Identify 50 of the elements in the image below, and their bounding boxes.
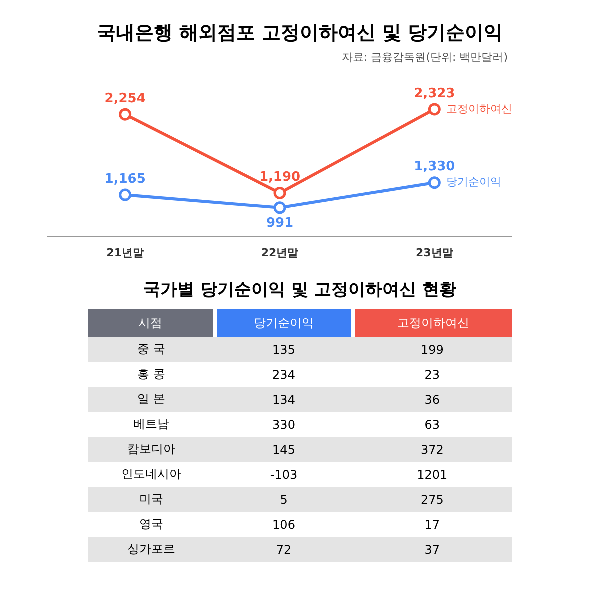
point [428,103,441,116]
data-label: 106 [215,512,353,537]
category-label: 홍 콩 [88,362,216,387]
series-label: 고정이하여신 [352,309,512,337]
data-label: 199 [352,337,512,362]
data-label: 234 [215,362,353,387]
data-label: 1,330 [414,160,456,175]
series-label: 당기순이익 [215,309,353,337]
text: 자료: 금융감독원(단위: 백만달러) [341,50,509,65]
data-label: 135 [215,337,353,362]
point [119,188,132,202]
data-label: 63 [352,412,512,437]
data-label: 5 [215,487,353,512]
point [274,186,286,200]
data-label: 37 [352,537,512,562]
x-tick-label: 21년말 [106,246,144,260]
data-label: 72 [215,537,353,562]
chart-title: 국내은행 해외점포 고정이하여신 및 당기순이익 [96,21,504,46]
x-tick-label: 22년말 [261,246,299,260]
data-label: 1,190 [259,170,301,186]
point [119,108,132,121]
point [428,176,441,190]
point [274,202,286,214]
data-label: 36 [352,387,512,412]
category-label: 영국 [88,512,216,537]
category-label: 싱가포르 [88,537,216,562]
data-label: 275 [352,487,512,512]
category-label: 인도네시아 [88,462,216,487]
data-label: 330 [215,412,353,437]
data-label: 2,254 [104,91,146,106]
text: 시점 [88,309,216,337]
data-label: -103 [215,462,353,487]
data-label: 23 [352,362,512,387]
x-tick-label: 23년말 [416,246,454,260]
category-label: 베트남 [88,412,216,437]
data-label: 372 [352,437,512,462]
data-label: 134 [215,387,353,412]
series-label: 고정이하여신 [446,102,513,116]
category-label: 일 본 [88,387,216,412]
data-label: 17 [352,512,512,537]
data-label: 1,165 [104,172,146,187]
category-label: 미국 [88,487,216,512]
data-label: 1201 [352,462,512,487]
category-label: 중 국 [88,337,216,362]
data-label: 2,323 [414,86,456,102]
text: 국가별 당기순이익 및 고정이하여신 현황 [142,279,458,301]
data-label: 991 [266,216,294,231]
category-label: 캄보디아 [88,437,216,462]
data-label: 145 [215,437,353,462]
series-label: 당기순이익 [446,176,502,189]
